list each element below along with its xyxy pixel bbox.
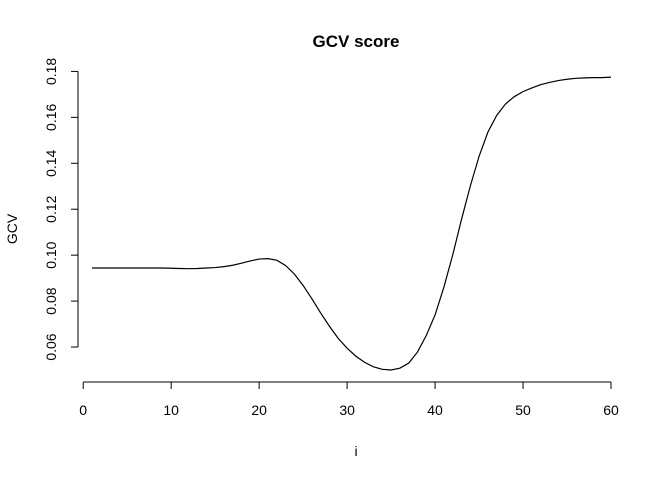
y-axis: 0.06 0.08 0.10 0.12 0.14 0.16 0.18	[43, 58, 79, 361]
y-tick-label: 0.12	[43, 195, 59, 222]
x-tick-label: 30	[339, 402, 355, 418]
y-tick-label: 0.14	[43, 149, 59, 176]
x-tick-label: 0	[79, 402, 87, 418]
x-tick-label: 20	[251, 402, 267, 418]
y-tick-label: 0.18	[43, 58, 59, 85]
y-tick-label: 0.10	[43, 241, 59, 268]
x-axis: 0 10 20 30 40 50 60	[79, 381, 619, 418]
x-axis-label: i	[354, 443, 357, 459]
x-tick-label: 10	[163, 402, 179, 418]
x-tick-label: 40	[427, 402, 443, 418]
y-axis-label: GCV	[4, 213, 20, 244]
series-layer	[92, 76, 612, 371]
x-tick-label: 50	[515, 402, 531, 418]
chart-title: GCV score	[313, 32, 400, 51]
y-tick-label: 0.16	[43, 104, 59, 131]
x-tick-label: 60	[603, 402, 619, 418]
y-tick-label: 0.06	[43, 333, 59, 360]
y-tick-label: 0.08	[43, 287, 59, 314]
series-line-gcv	[92, 76, 612, 371]
